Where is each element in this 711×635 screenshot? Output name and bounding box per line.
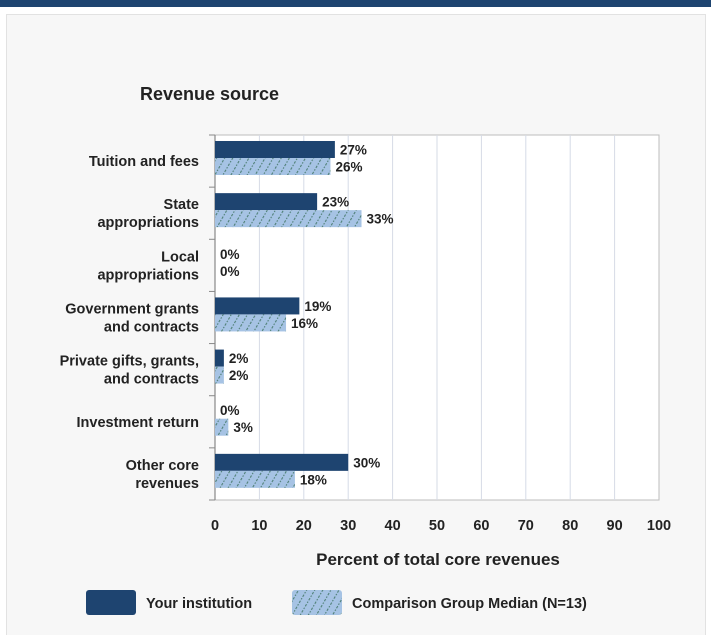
bar-comparison [215, 158, 331, 175]
x-tick-label: 40 [385, 518, 401, 534]
category-label: Other core revenues [126, 458, 199, 492]
legend-label: Comparison Group Median (N=13) [352, 596, 587, 612]
top-accent-bar [0, 0, 711, 7]
data-label: 3% [233, 420, 253, 435]
bar-comparison [215, 418, 229, 436]
bar-comparison [215, 314, 287, 332]
data-label: 16% [291, 316, 318, 331]
bar-institution [215, 453, 349, 471]
data-label: 2% [229, 368, 249, 383]
bar-comparison [215, 366, 224, 384]
legend: Your institution Comparison Group Median … [86, 590, 587, 615]
data-label: 23% [322, 195, 349, 210]
x-tick-label: 0 [211, 518, 219, 534]
category-label: Investment return [77, 415, 199, 431]
data-label: 19% [304, 299, 331, 314]
data-label: 26% [335, 160, 362, 175]
data-label: 2% [229, 351, 249, 366]
x-tick-labels: 0 10 20 30 40 50 60 70 80 90 100 [211, 518, 671, 534]
bars [215, 141, 362, 488]
bar-comparison [215, 210, 362, 228]
category-label: Local appropriations [97, 249, 199, 283]
data-label: 0% [220, 264, 240, 279]
data-label: 30% [353, 455, 380, 470]
x-tick-label: 20 [296, 518, 312, 534]
x-tick-label: 10 [251, 518, 267, 534]
data-labels: 27% 23% 0% 19% 2% 0% 30% 26% 33% 0% 16% 2% 3% 18% [220, 143, 394, 488]
bar-comparison [215, 470, 295, 488]
legend-label: Your institution [146, 596, 252, 612]
bar-institution [215, 141, 335, 158]
category-labels: Tuition and fees State appropriations Local… [60, 154, 199, 492]
bar-institution [215, 349, 224, 367]
bar-institution [215, 193, 318, 211]
chart-title: Revenue source [140, 84, 279, 104]
x-tick-label: 60 [473, 518, 489, 534]
legend-swatch [292, 590, 342, 615]
data-label: 27% [340, 143, 367, 158]
data-label: 33% [367, 212, 394, 227]
x-tick-label: 70 [518, 518, 534, 534]
x-tick-label: 30 [340, 518, 356, 534]
category-label: State appropriations [97, 197, 199, 231]
category-label: Private gifts, grants, and contracts [60, 354, 199, 388]
x-tick-label: 80 [562, 518, 578, 534]
category-label: Government grants and contracts [65, 302, 199, 336]
data-label: 0% [220, 403, 240, 418]
bar-institution [215, 297, 300, 315]
x-axis-label: Percent of total core revenues [316, 550, 560, 569]
x-tick-label: 100 [647, 518, 671, 534]
data-label: 18% [300, 472, 327, 487]
legend-swatch [86, 590, 136, 615]
category-label: Tuition and fees [89, 154, 199, 170]
x-tick-label: 50 [429, 518, 445, 534]
x-tick-label: 90 [607, 518, 623, 534]
data-label: 0% [220, 247, 240, 262]
